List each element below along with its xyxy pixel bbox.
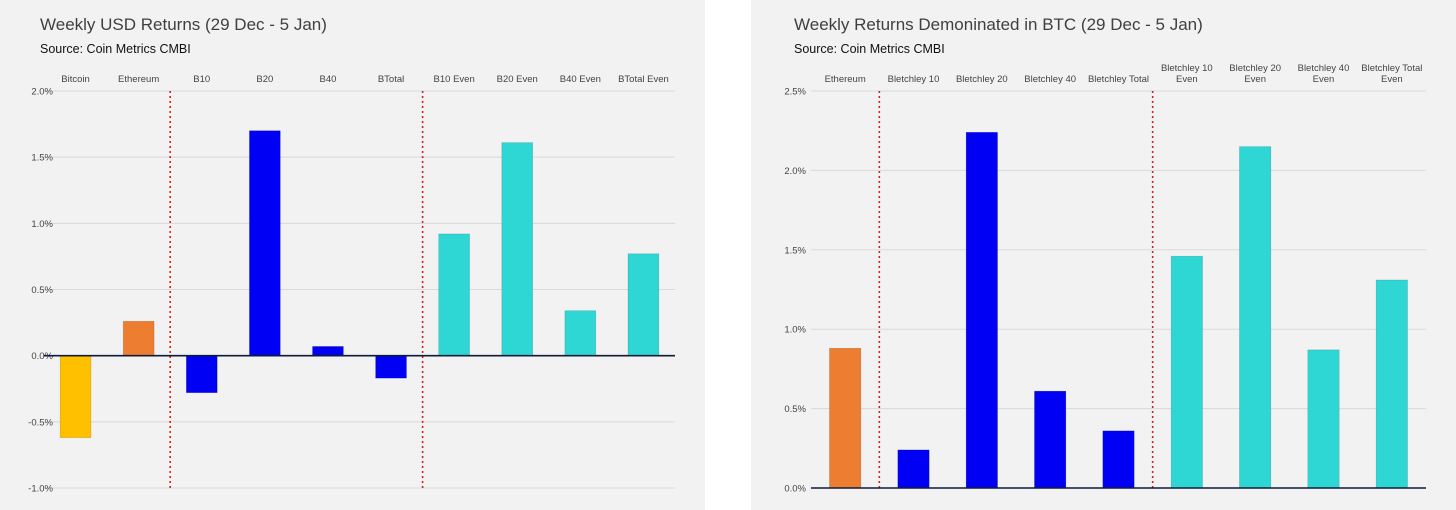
- category-label: Ethereum: [825, 74, 866, 85]
- y-tick-label: 2.0%: [31, 87, 53, 98]
- category-label: Ethereum: [118, 74, 159, 85]
- y-tick-label: 0.0%: [31, 351, 53, 362]
- bar-bletchley-20: [965, 131, 998, 489]
- bar-bletchley-total-even: [1375, 279, 1408, 489]
- chart-title: Weekly Returns Demoninated in BTC (29 De…: [794, 15, 1203, 34]
- y-tick-label: 1.5%: [31, 153, 53, 164]
- category-label: Bletchley Total Even: [1361, 63, 1422, 85]
- y-tick-label: -0.5%: [28, 417, 53, 428]
- bar-b40-even: [564, 310, 597, 356]
- category-label: BTotal Even: [618, 74, 669, 85]
- y-tick-label: 1.5%: [784, 245, 806, 256]
- usd-returns-bar-chart: 2.0% 1.5% 1.0% 0.5% 0.0% -0.5% -1.0% Bitcoin Eth…: [28, 74, 675, 495]
- category-label: Bletchley 10: [888, 74, 940, 85]
- bar-ethereum: [122, 320, 155, 356]
- bar-bletchley-10: [897, 449, 930, 489]
- category-label: Bletchley 10 Even: [1161, 63, 1213, 85]
- chart-panel-btc: Weekly Returns Demoninated in BTC (29 De…: [751, 0, 1456, 510]
- bar-ethereum: [829, 347, 862, 489]
- category-label: Bletchley Total: [1088, 74, 1149, 85]
- category-label: B10 Even: [434, 74, 475, 85]
- y-tick-label: 0.0%: [784, 484, 806, 495]
- bar-bletchley-20-even: [1239, 146, 1272, 489]
- y-tick-label: 0.5%: [31, 285, 53, 296]
- category-label: BTotal: [378, 74, 404, 85]
- y-tick-label: 2.0%: [784, 166, 806, 177]
- category-label: Bletchley 20: [956, 74, 1008, 85]
- chart-subtitle: Source: Coin Metrics CMBI: [40, 42, 191, 56]
- chart-subtitle: Source: Coin Metrics CMBI: [794, 42, 945, 56]
- category-label: B20: [256, 74, 273, 85]
- bar-btotal-even: [627, 253, 660, 356]
- category-label: B40: [319, 74, 336, 85]
- bar-b20: [249, 130, 281, 356]
- bar-bletchley-40: [1034, 390, 1067, 489]
- y-tick-label: -1.0%: [28, 484, 53, 495]
- y-tick-label: 1.0%: [31, 219, 53, 230]
- bar-bletchley-10-even: [1170, 255, 1203, 489]
- y-tick-label: 1.0%: [784, 325, 806, 336]
- bar-b10-even: [438, 233, 470, 356]
- btc-returns-bar-chart: 2.5% 2.0% 1.5% 1.0% 0.5% 0.0% Ethereum Bletchle…: [784, 63, 1426, 495]
- category-label: Bletchley 20 Even: [1229, 63, 1281, 85]
- category-label: Bitcoin: [61, 74, 90, 85]
- category-label: B10: [193, 74, 210, 85]
- bar-bletchley-total: [1102, 430, 1135, 489]
- bar-b10: [185, 355, 218, 394]
- bar-bletchley-40-even: [1307, 349, 1340, 489]
- y-tick-label: 0.5%: [784, 404, 806, 415]
- category-label: B20 Even: [497, 74, 538, 85]
- y-tick-label: 2.5%: [784, 87, 806, 98]
- bar-bitcoin: [59, 355, 92, 439]
- chart-title: Weekly USD Returns (29 Dec - 5 Jan): [40, 15, 327, 34]
- bar-b20-even: [501, 142, 534, 356]
- category-label: Bletchley 40: [1024, 74, 1076, 85]
- bar-btotal: [375, 355, 407, 379]
- bar-b40: [312, 346, 344, 356]
- category-label: B40 Even: [560, 74, 601, 85]
- category-label: Bletchley 40 Even: [1298, 63, 1350, 85]
- chart-panel-usd: Weekly USD Returns (29 Dec - 5 Jan) Sour…: [0, 0, 705, 510]
